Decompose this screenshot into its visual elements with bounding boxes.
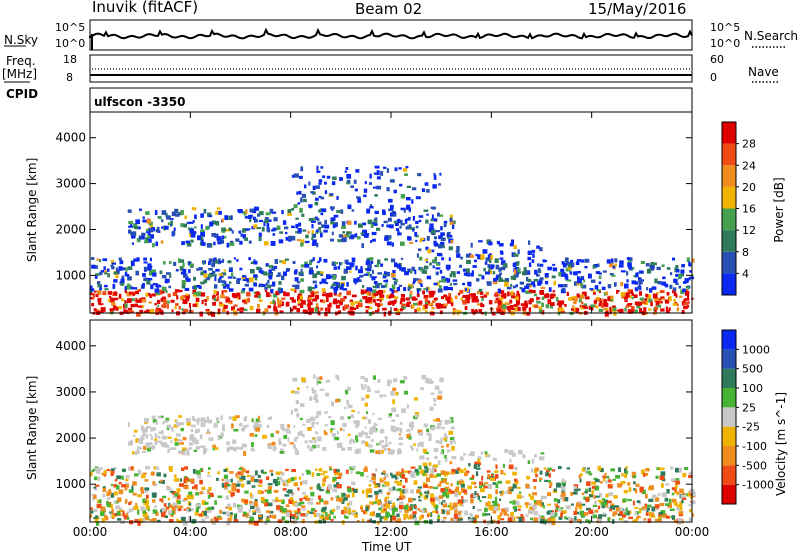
power-cbar-label-0: 4 — [742, 267, 749, 280]
velocity-cbar-label-6: -500 — [742, 459, 767, 472]
nave-label: Nave — [748, 65, 779, 79]
nsky-tick-top: 10^5 — [55, 21, 86, 34]
xtick-label-3: 12:00 — [374, 525, 409, 539]
velocity-cbar-label-2: 100 — [742, 382, 763, 395]
xtick-label-2: 08:00 — [273, 525, 308, 539]
cpid-panel — [89, 87, 693, 113]
freq-unit: [MHz] — [2, 67, 38, 81]
nave-tick-bottom: 0 — [710, 71, 717, 84]
velocity-colorbar-seg-6 — [722, 368, 736, 388]
nsky-line — [89, 27, 693, 40]
velocity-cbar-label-3: 25 — [742, 401, 756, 414]
velocity-colorbar-seg-4 — [722, 407, 736, 427]
velocity-cbar-label-4: -25 — [742, 421, 760, 434]
cpid-value: ulfscon -3350 — [94, 95, 186, 109]
velocity-colorbar-seg-2 — [722, 446, 736, 466]
velocity-ytick-label-2: 3000 — [55, 385, 86, 399]
xtick-label-4: 16:00 — [474, 525, 509, 539]
beam-title: Beam 02 — [355, 0, 423, 18]
velocity-cbar-label-1: 500 — [742, 363, 763, 376]
power-ytick-label-0: 1000 — [55, 268, 86, 282]
power-colorbar-seg-0 — [722, 273, 736, 295]
station-title: Inuvik (fitACF) — [92, 0, 199, 16]
power-colorbar-seg-6 — [722, 143, 736, 166]
power-ytick-label-3: 4000 — [55, 131, 86, 145]
nave-tick-top: 60 — [710, 53, 724, 66]
velocity-colorbar-seg-3 — [722, 426, 736, 446]
nsearch-tick-bottom: 10^0 — [710, 37, 741, 50]
power-colorbar-seg-4 — [722, 186, 736, 209]
power-cbar-label-4: 20 — [742, 181, 756, 194]
velocity-ytick-label-0: 1000 — [55, 477, 86, 491]
velocity-colorbar-frame — [721, 329, 737, 505]
cpid-label: CPID — [6, 87, 39, 101]
velocity-colorbar-seg-1 — [722, 465, 736, 485]
power-cbar-label-6: 28 — [742, 138, 756, 151]
xtick-label-0: 00:00 — [73, 525, 108, 539]
power-colorbar-seg-1 — [722, 251, 736, 274]
velocity-cells — [90, 374, 696, 526]
power-colorbar-seg-3 — [722, 208, 736, 231]
velocity-cbar-label-0: 1000 — [742, 343, 770, 356]
power-cbar-label-5: 24 — [742, 159, 756, 172]
x-axis-title: Time UT — [362, 540, 412, 554]
freq-label: Freq. — [6, 54, 36, 68]
velocity-colorbar-seg-8 — [722, 330, 736, 350]
power-cbar-label-1: 8 — [742, 246, 749, 259]
freq-panel — [89, 54, 693, 83]
velocity-cbar-label-7: -1000 — [742, 479, 774, 492]
power-colorbar-seg-5 — [722, 165, 736, 187]
power-cells — [90, 165, 695, 317]
power-ytick-label-2: 3000 — [55, 177, 86, 191]
velocity-ytick-label-1: 2000 — [55, 431, 86, 445]
nsearch-label: N.Search — [744, 29, 799, 43]
velocity-colorbar-seg-0 — [722, 484, 736, 504]
xtick-label-5: 20:00 — [574, 525, 609, 539]
xtick-label-6: 00:00 — [675, 525, 710, 539]
power-ytick-label-1: 2000 — [55, 222, 86, 236]
power-cbar-label-2: 12 — [742, 224, 756, 237]
freq-tick-bottom: 8 — [66, 71, 73, 84]
power-colorbar-seg-7 — [722, 122, 736, 144]
power-cbar-label-3: 16 — [742, 203, 756, 216]
power-colorbar-seg-2 — [722, 230, 736, 252]
nsky-label: N.Sky — [4, 33, 39, 47]
nsearch-tick-top: 10^5 — [710, 21, 741, 34]
nsky-tick-bottom: 10^0 — [55, 37, 86, 50]
date-title: 15/May/2016 — [588, 0, 687, 18]
velocity-colorbar-seg-7 — [722, 349, 736, 369]
velocity-cbar-label-5: -100 — [742, 440, 767, 453]
velocity-colorbar-seg-5 — [722, 388, 736, 408]
velocity-ytick-label-3: 4000 — [55, 339, 86, 353]
freq-tick-top: 18 — [63, 53, 77, 66]
xtick-label-1: 04:00 — [173, 525, 208, 539]
